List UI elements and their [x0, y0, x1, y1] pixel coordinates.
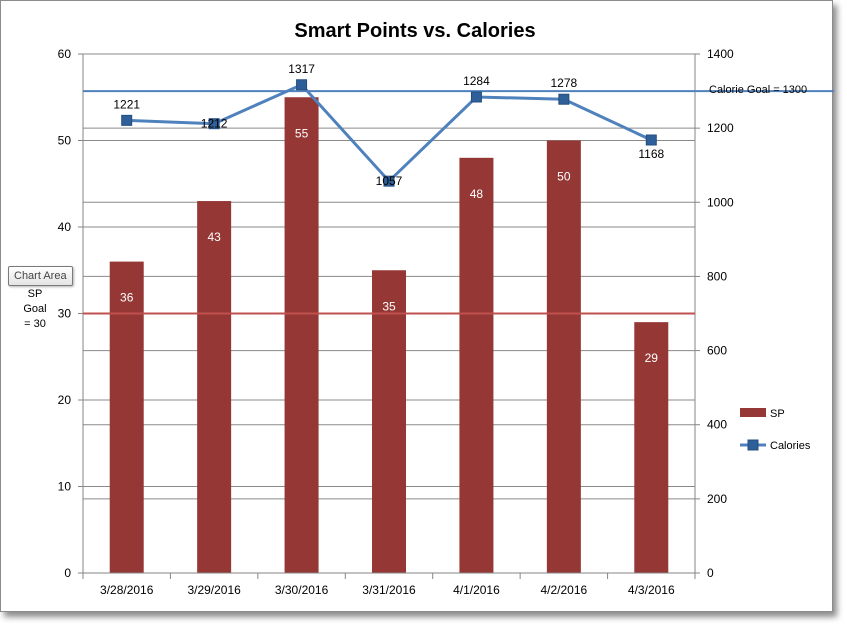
y-left-tick-label: 40	[58, 220, 72, 234]
y-right-tick-label: 600	[707, 344, 727, 358]
bar-sp	[284, 97, 319, 573]
calories-data-label: 1168	[638, 147, 664, 161]
calories-data-label: 1284	[463, 74, 490, 88]
legend-sp-swatch	[740, 408, 766, 417]
chart-title: Smart Points vs. Calories	[294, 20, 535, 42]
calories-marker	[296, 79, 308, 91]
x-tick-label: 3/31/2016	[362, 583, 416, 597]
calories-marker	[383, 175, 395, 187]
y-left-tick-label: 10	[58, 480, 72, 494]
chart-area-tooltip: Chart Area	[8, 266, 73, 286]
sp-goal-label: SP Goal = 30	[23, 288, 46, 330]
x-tick-label: 3/30/2016	[275, 583, 329, 597]
y-left-tick-label: 30	[58, 307, 72, 321]
y-right-tick-label: 1000	[707, 195, 734, 209]
calories-marker	[558, 93, 570, 105]
calorie-goal-label: Calorie Goal = 1300	[709, 84, 807, 96]
x-tick-label: 4/2/2016	[540, 583, 587, 597]
sp-data-label: 48	[470, 187, 484, 201]
sp-data-label: 29	[645, 351, 659, 365]
bar-sp	[109, 261, 144, 573]
chart-area[interactable]: Smart Points vs. Calories 0 10 20 30 40 50 60 0…	[0, 0, 834, 612]
x-tick-label: 3/29/2016	[187, 583, 241, 597]
y-right-tick-label: 400	[707, 418, 727, 432]
chart-svg: Smart Points vs. Calories 01020304050600…	[23, 20, 834, 597]
bar-sp	[546, 140, 581, 573]
sp-data-label: 50	[557, 170, 571, 184]
calories-data-label: 1317	[288, 62, 315, 76]
x-tick-label: 3/28/2016	[100, 583, 154, 597]
y-right-tick-label: 800	[707, 269, 727, 283]
legend-calories-label: Calories	[770, 440, 811, 452]
legend-calories-marker	[747, 439, 759, 451]
bar-sp	[197, 201, 232, 574]
bar-sp	[459, 157, 494, 574]
calories-marker	[121, 114, 133, 126]
sp-data-label: 55	[295, 126, 309, 140]
sp-data-label: 36	[120, 291, 134, 305]
y-right-tick-label: 0	[707, 566, 714, 580]
y-left-tick-label: 20	[58, 393, 72, 407]
sp-data-label: 43	[207, 230, 221, 244]
y-right-tick-label: 200	[707, 492, 727, 506]
x-tick-label: 4/1/2016	[453, 583, 500, 597]
calories-data-label: 1212	[201, 117, 228, 131]
calories-marker	[645, 134, 657, 146]
y-left-tick-label: 0	[64, 566, 71, 580]
y-right-tick-label: 1400	[707, 47, 734, 61]
calories-data-label: 1221	[113, 97, 140, 111]
y-left-tick-label: 60	[58, 47, 72, 61]
sp-data-label: 35	[382, 299, 396, 313]
legend-sp-label: SP	[770, 408, 785, 420]
x-tick-label: 4/3/2016	[628, 583, 675, 597]
bar-sp	[634, 322, 669, 573]
calories-data-label: 1278	[551, 76, 578, 90]
bar-sp	[372, 270, 406, 573]
y-left-tick-label: 50	[58, 134, 72, 148]
calories-data-label: 1057	[376, 174, 403, 188]
calories-marker	[208, 118, 220, 130]
y-right-tick-label: 1200	[707, 121, 734, 135]
calories-marker	[470, 91, 482, 103]
